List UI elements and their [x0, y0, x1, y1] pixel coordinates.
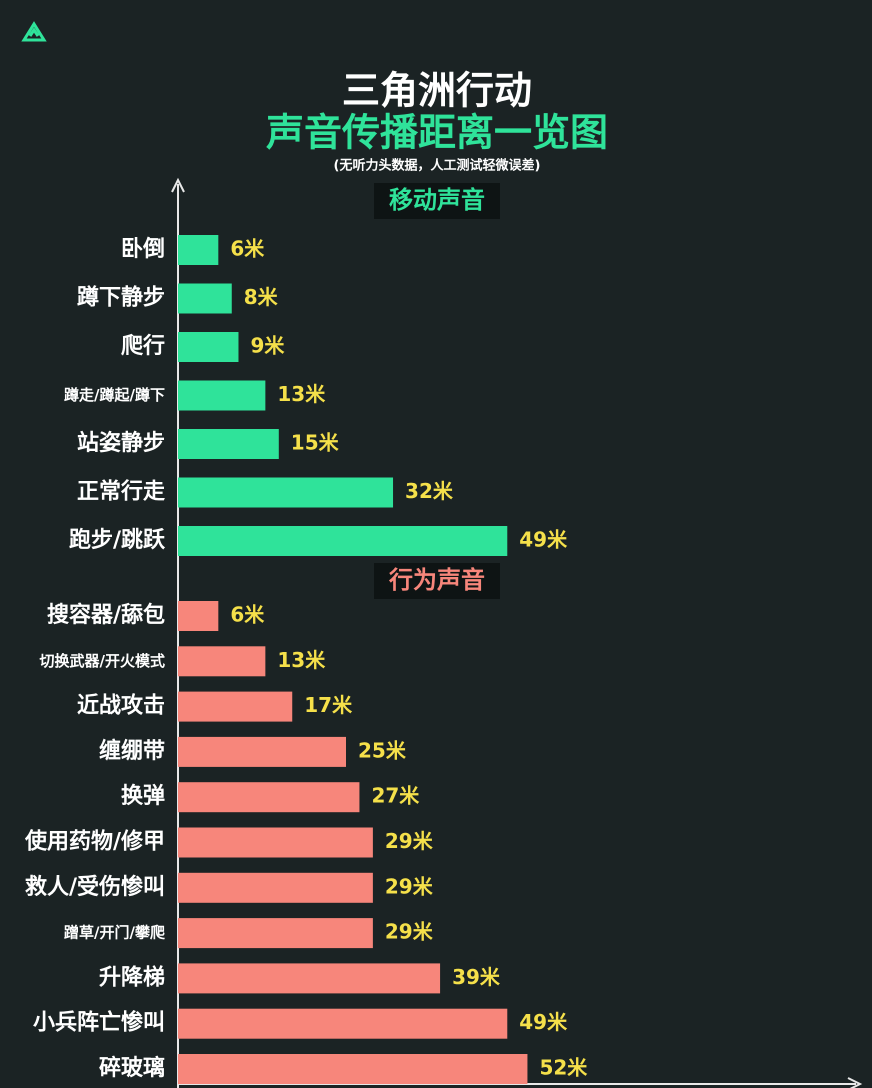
- category-label: 小兵阵亡惨叫: [33, 1010, 165, 1036]
- x-axis-arrow: [847, 1077, 863, 1088]
- category-label: 蹲下静步: [77, 285, 165, 311]
- bar: [178, 872, 373, 903]
- category-label: 使用药物/修甲: [24, 829, 165, 855]
- value-label: 9米: [250, 334, 285, 358]
- value-label: 27米: [371, 784, 420, 808]
- group-label-bg: [374, 183, 500, 219]
- category-label: 切换武器/开火模式: [40, 652, 165, 670]
- category-label: 蹲走/蹲起/蹲下: [64, 386, 165, 404]
- category-label: 碎玻璃: [99, 1055, 165, 1081]
- value-label: 49米: [519, 1010, 568, 1034]
- bar: [178, 1008, 508, 1039]
- note: (无听力头数据，人工测试轻微误差): [334, 158, 541, 174]
- category-label: 近战攻击: [77, 693, 165, 719]
- category-label: 站姿静步: [77, 430, 165, 456]
- bar: [178, 380, 266, 411]
- value-label: 17米: [304, 693, 353, 717]
- value-label: 49米: [519, 528, 568, 552]
- value-label: 32米: [405, 479, 454, 503]
- chart-title: 三角洲行动: [342, 69, 532, 113]
- value-label: 52米: [539, 1056, 588, 1080]
- category-label: 跑步/跳跃: [69, 527, 166, 553]
- group-label: 行为声音: [388, 566, 485, 594]
- bar: [178, 1054, 528, 1084]
- category-label: 搜容器/舔包: [47, 602, 165, 628]
- bar: [178, 827, 373, 858]
- category-label: 卧倒: [121, 237, 165, 262]
- bar: [178, 918, 373, 949]
- bar: [178, 429, 279, 459]
- category-label: 正常行走: [77, 479, 165, 505]
- value-label: 13米: [277, 648, 326, 672]
- value-label: 6米: [230, 603, 265, 627]
- bar: [178, 736, 346, 767]
- category-label: 缠绷带: [99, 738, 165, 764]
- category-label: 救人/受伤惨叫: [25, 874, 165, 900]
- bar: [178, 963, 441, 994]
- value-label: 6米: [230, 237, 265, 261]
- bar: [178, 477, 394, 508]
- y-axis-arrow: [171, 177, 185, 193]
- bar: [178, 601, 219, 631]
- bar: [178, 646, 266, 677]
- value-label: 8米: [244, 285, 279, 309]
- value-label: 25米: [358, 738, 407, 762]
- value-label: 15米: [291, 431, 340, 455]
- value-label: 13米: [277, 382, 326, 406]
- value-label: 39米: [452, 965, 501, 989]
- bar: [178, 526, 508, 556]
- category-label: 升降梯: [99, 964, 165, 990]
- group-label-bg: [374, 563, 500, 599]
- bar: [178, 332, 239, 362]
- category-label: 爬行: [121, 333, 165, 359]
- value-label: 29米: [385, 874, 434, 898]
- value-label: 29米: [385, 920, 434, 944]
- bar: [178, 782, 360, 813]
- value-label: 29米: [385, 829, 434, 853]
- category-label: 换弹: [121, 783, 165, 809]
- logo: [21, 21, 47, 42]
- bar: [178, 283, 232, 314]
- group-label: 移动声音: [389, 186, 485, 214]
- bar: [178, 691, 293, 722]
- chart-subtitle: 声音传播距离一览图: [266, 111, 608, 155]
- category-label: 蹭草/开门/攀爬: [64, 924, 166, 942]
- bar: [178, 235, 219, 265]
